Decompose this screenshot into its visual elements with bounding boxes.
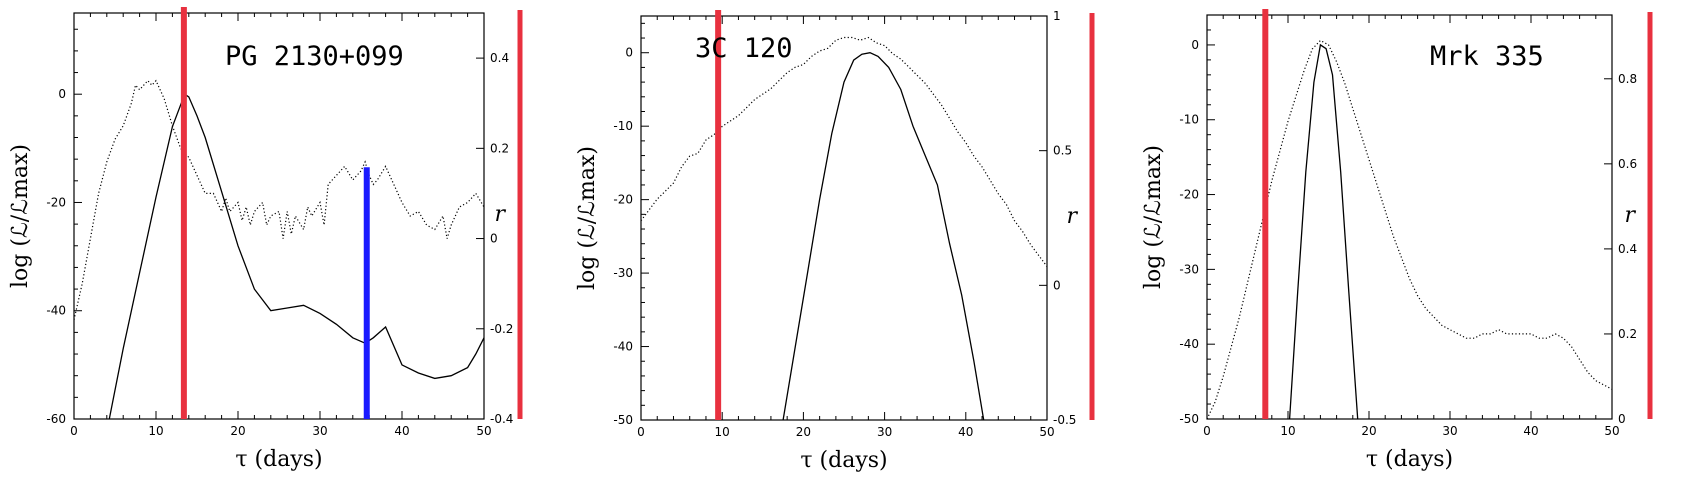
likelihood-series-line (782, 52, 985, 421)
x-tick-label: 30 (312, 424, 327, 438)
x-tick-label: 30 (877, 425, 892, 439)
x-tick-label: 50 (476, 424, 491, 438)
y2-tick-label: 0.4 (490, 51, 509, 65)
x-axis-label: τ (days) (1366, 447, 1453, 472)
correlation-series-line (73, 79, 485, 320)
panel-title: PG 2130+099 (225, 41, 404, 72)
y2-tick-label: 0.5 (1053, 144, 1072, 158)
y2-tick-label: 0.2 (1618, 327, 1637, 341)
y-tick-label: -50 (613, 413, 633, 427)
x-tick-label: 40 (958, 425, 973, 439)
x-axis-label: τ (days) (800, 448, 887, 473)
x-tick-label: 10 (148, 424, 163, 438)
panel-title: 3C 120 (695, 33, 793, 64)
y-tick-label: 0 (1191, 38, 1199, 52)
y-tick-label: -40 (46, 304, 66, 318)
y2-axis-label: r (494, 202, 506, 227)
x-tick-label: 10 (715, 425, 730, 439)
y-tick-label: -40 (1179, 337, 1199, 351)
y-axis-label: log (ℒ/ℒmax) (8, 144, 33, 288)
panel-title: Mrk 335 (1430, 41, 1544, 72)
chart-panel-3: 0 10 20 30 40 500-10-20-30-40-500.80.60.40.20… (1141, 9, 1653, 472)
y-tick-label: 0 (58, 87, 66, 101)
x-axis-label: τ (days) (235, 447, 322, 472)
y-tick-label: -20 (46, 195, 66, 209)
plot-frame (73, 12, 485, 420)
y2-tick-label: 0 (490, 232, 498, 246)
x-tick-label: 20 (230, 424, 245, 438)
y2-tick-label: -0.2 (490, 322, 513, 336)
chart-panel-1: 0 10 20 30 40 50 0 -20 -40 -60 0.4 0.2 0 -0.2 -0.4 PG 2… (8, 7, 523, 472)
x-tick-label: 10 (1280, 424, 1295, 438)
x-tick-label: 30 (1442, 424, 1457, 438)
x-tick-label: 0 (637, 425, 645, 439)
y-tick-label: -30 (1179, 262, 1199, 276)
x-tick-label: 0 (70, 424, 78, 438)
x-tick-label: 50 (1039, 425, 1054, 439)
y2-tick-label: -0.5 (1053, 413, 1076, 427)
y-tick-label: -30 (613, 266, 633, 280)
y2-tick-label: 0 (1618, 412, 1626, 426)
x-tick-label: 20 (796, 425, 811, 439)
y-tick-label: -50 (1179, 412, 1199, 426)
y-tick-label: -10 (1179, 113, 1199, 127)
y2-tick-label: 0.6 (1618, 157, 1637, 171)
y-tick-label: -40 (613, 340, 633, 354)
y-tick-label: -60 (46, 412, 66, 426)
likelihood-series-line (108, 93, 485, 420)
x-tick-label: 20 (1361, 424, 1376, 438)
y-tick-label: -20 (1179, 188, 1199, 202)
y2-tick-label: 1 (1053, 9, 1061, 23)
y2-tick-label: 0.8 (1618, 72, 1637, 86)
x-tick-label: 0 (1203, 424, 1211, 438)
x-tick-label: 50 (1604, 424, 1619, 438)
y2-axis-label: r (1624, 203, 1636, 228)
y-tick-label: 0 (625, 46, 633, 60)
y-tick-label: -10 (613, 119, 633, 133)
plot-frame (1206, 14, 1613, 420)
y2-tick-label: 0 (1053, 278, 1061, 292)
y-tick-label: -20 (613, 193, 633, 207)
chart-panel-2: 0 10 20 30 40 50 0 -10 -20 -30 -40 -50 1 0.5 0 -0.5 3C 1… (575, 9, 1095, 473)
y2-tick-label: 0.4 (1618, 242, 1637, 256)
y2-tick-label: -0.4 (490, 412, 513, 426)
x-tick-label: 40 (1523, 424, 1538, 438)
correlation-series-line (640, 36, 1048, 267)
y2-axis-label: r (1066, 204, 1078, 229)
y2-tick-label: 0.2 (490, 141, 509, 155)
plot-frame (640, 15, 1048, 421)
y-axis-label: log (ℒ/ℒmax) (1141, 145, 1166, 289)
likelihood-series-line (1288, 43, 1359, 420)
x-tick-label: 40 (394, 424, 409, 438)
y-axis-label: log (ℒ/ℒmax) (575, 146, 600, 290)
